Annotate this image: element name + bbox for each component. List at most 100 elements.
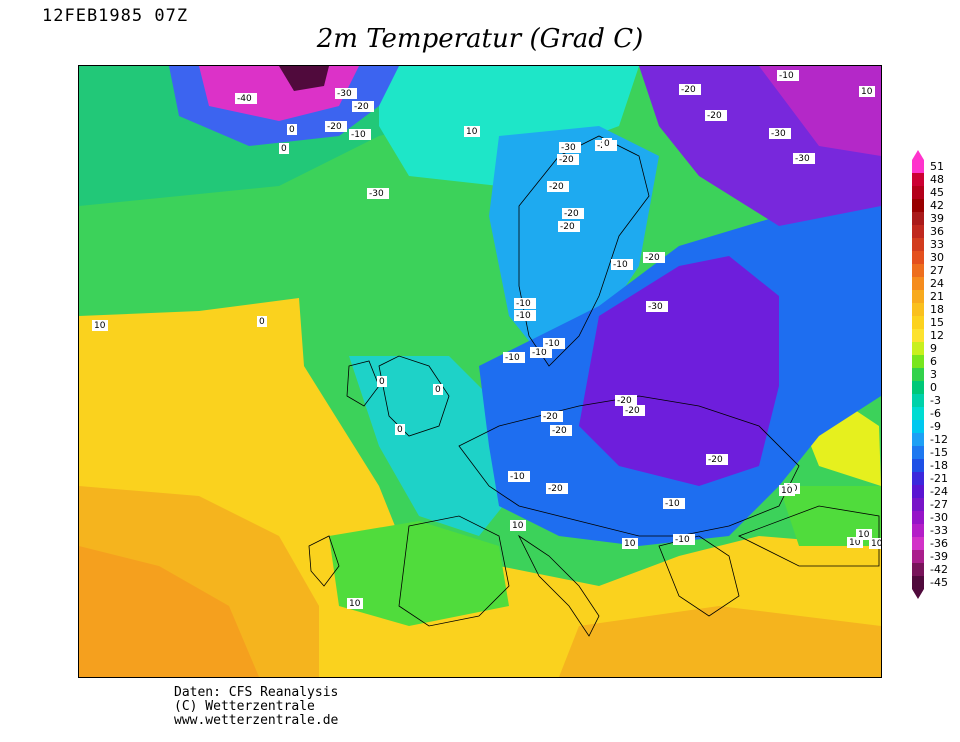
- map-canvas: -40-30-20-20-10-30-200010-30-20-20-10-30…: [79, 66, 881, 677]
- legend-swatch: [912, 329, 924, 342]
- contour-label: -20: [548, 484, 563, 494]
- contour-label: 10: [624, 539, 636, 549]
- contour-label: -20: [327, 122, 342, 132]
- legend-label: 9: [930, 342, 937, 355]
- legend-label: 15: [930, 316, 944, 329]
- contour-label: -20: [564, 209, 579, 219]
- contour-label-bg: [611, 259, 633, 270]
- contour-label: -10: [516, 311, 531, 321]
- contour-label: 10: [466, 127, 478, 137]
- legend-swatch: [912, 498, 924, 511]
- contour-label: -10: [516, 299, 531, 309]
- contour-label: -30: [771, 129, 786, 139]
- contour-label-bg: [335, 88, 357, 99]
- contour-label: -10: [665, 499, 680, 509]
- legend-label: 18: [930, 303, 944, 316]
- med-orange-zone: [559, 606, 881, 677]
- contour-label-bg: [546, 483, 568, 494]
- contour-label: -10: [545, 339, 560, 349]
- contour-label-bg: [279, 143, 289, 154]
- legend-label: 3: [930, 368, 937, 381]
- contour-label-bg: [869, 538, 881, 549]
- iberia-zone: [329, 521, 509, 626]
- timestamp: 12FEB1985 07Z: [42, 6, 189, 26]
- legend-swatch: [912, 368, 924, 381]
- legend-bar: [912, 150, 924, 599]
- contour-label-bg: [602, 138, 612, 149]
- contour-label: -20: [552, 426, 567, 436]
- contour-label-bg: [433, 384, 443, 395]
- western-europe-cyan-zone: [349, 356, 519, 536]
- contour-label-bg: [847, 537, 863, 548]
- legend-arrow-bottom: [912, 589, 924, 599]
- legend-swatch: [912, 576, 924, 589]
- contour-label: 0: [435, 385, 441, 395]
- contour-label-bg: [235, 93, 257, 104]
- atlantic-deep-orange-zone: [79, 546, 259, 677]
- legend-swatch: [912, 420, 924, 433]
- legend-swatch: [912, 563, 924, 576]
- contour-label-bg: [325, 121, 347, 132]
- legend-label: 39: [930, 212, 944, 225]
- contour-label-bg: [559, 142, 581, 153]
- contour-label: 10: [781, 486, 793, 496]
- legend-label: 30: [930, 251, 944, 264]
- legend-swatch: [912, 511, 924, 524]
- footer-copyright: (C) Wetterzentrale: [174, 699, 315, 714]
- contour-label-bg: [530, 347, 552, 358]
- contour-label: -30: [369, 189, 384, 199]
- contour-label: -20: [617, 396, 632, 406]
- contour-label-bg: [663, 498, 685, 509]
- contour-label-bg: [623, 405, 645, 416]
- legend-label: 45: [930, 186, 944, 199]
- contour-label: -30: [795, 154, 810, 164]
- cold-core-zone: [579, 256, 779, 486]
- contour-labels: -40-30-20-20-10-30-200010-30-20-20-10-30…: [92, 70, 881, 609]
- contour-label: 10: [349, 599, 361, 609]
- contour-label: -10: [779, 71, 794, 81]
- contour-label-bg: [508, 471, 530, 482]
- footer-url[interactable]: www.wetterzentrale.de: [174, 713, 339, 728]
- legend-label: -42: [930, 563, 948, 576]
- contour-label: -30: [648, 302, 663, 312]
- contour-label-bg: [347, 598, 363, 609]
- contour-label-bg: [679, 84, 701, 95]
- arctic-magenta-zone: [759, 66, 881, 156]
- legend-swatch: [912, 290, 924, 303]
- contour-label-bg: [514, 310, 536, 321]
- legend-swatch: [912, 264, 924, 277]
- contour-label-bg: [352, 101, 374, 112]
- contour-label: -30: [337, 89, 352, 99]
- contour-label-bg: [615, 395, 637, 406]
- contour-label: -10: [675, 535, 690, 545]
- legend-label: -27: [930, 498, 948, 511]
- legend-label: 21: [930, 290, 944, 303]
- legend-swatch: [912, 238, 924, 251]
- contour-label-bg: [541, 411, 563, 422]
- map-title: 2m Temperatur (Grad C): [316, 24, 644, 54]
- legend-label: -33: [930, 524, 948, 537]
- legend-swatch: [912, 381, 924, 394]
- contour-label: 10: [871, 539, 881, 549]
- contour-label: -20: [707, 111, 722, 121]
- legend-swatch: [912, 550, 924, 563]
- contour-label-bg: [769, 128, 791, 139]
- legend-swatch: [912, 407, 924, 420]
- contour-label: 10: [858, 530, 870, 540]
- legend-label: -45: [930, 576, 948, 589]
- legend-label: -3: [930, 394, 941, 407]
- contour-label: 0: [397, 425, 403, 435]
- legend-swatch: [912, 355, 924, 368]
- contour-label: -10: [351, 130, 366, 140]
- contour-label-bg: [543, 338, 565, 349]
- legend-swatch: [912, 173, 924, 186]
- color-legend: 51 48 45 42 39 36 33 30 27 24 21 18 15 12 9 6 3 0 -3 -6 -9 -1…: [910, 150, 960, 600]
- contour-label-bg: [793, 153, 815, 164]
- contour-label: 0: [604, 139, 610, 149]
- contour-label-bg: [562, 208, 584, 219]
- legend-arrow-top: [912, 150, 924, 160]
- contour-label-bg: [550, 425, 572, 436]
- contour-label: 0: [259, 317, 265, 327]
- contour-label-bg: [856, 529, 872, 540]
- legend-label: 0: [930, 381, 937, 394]
